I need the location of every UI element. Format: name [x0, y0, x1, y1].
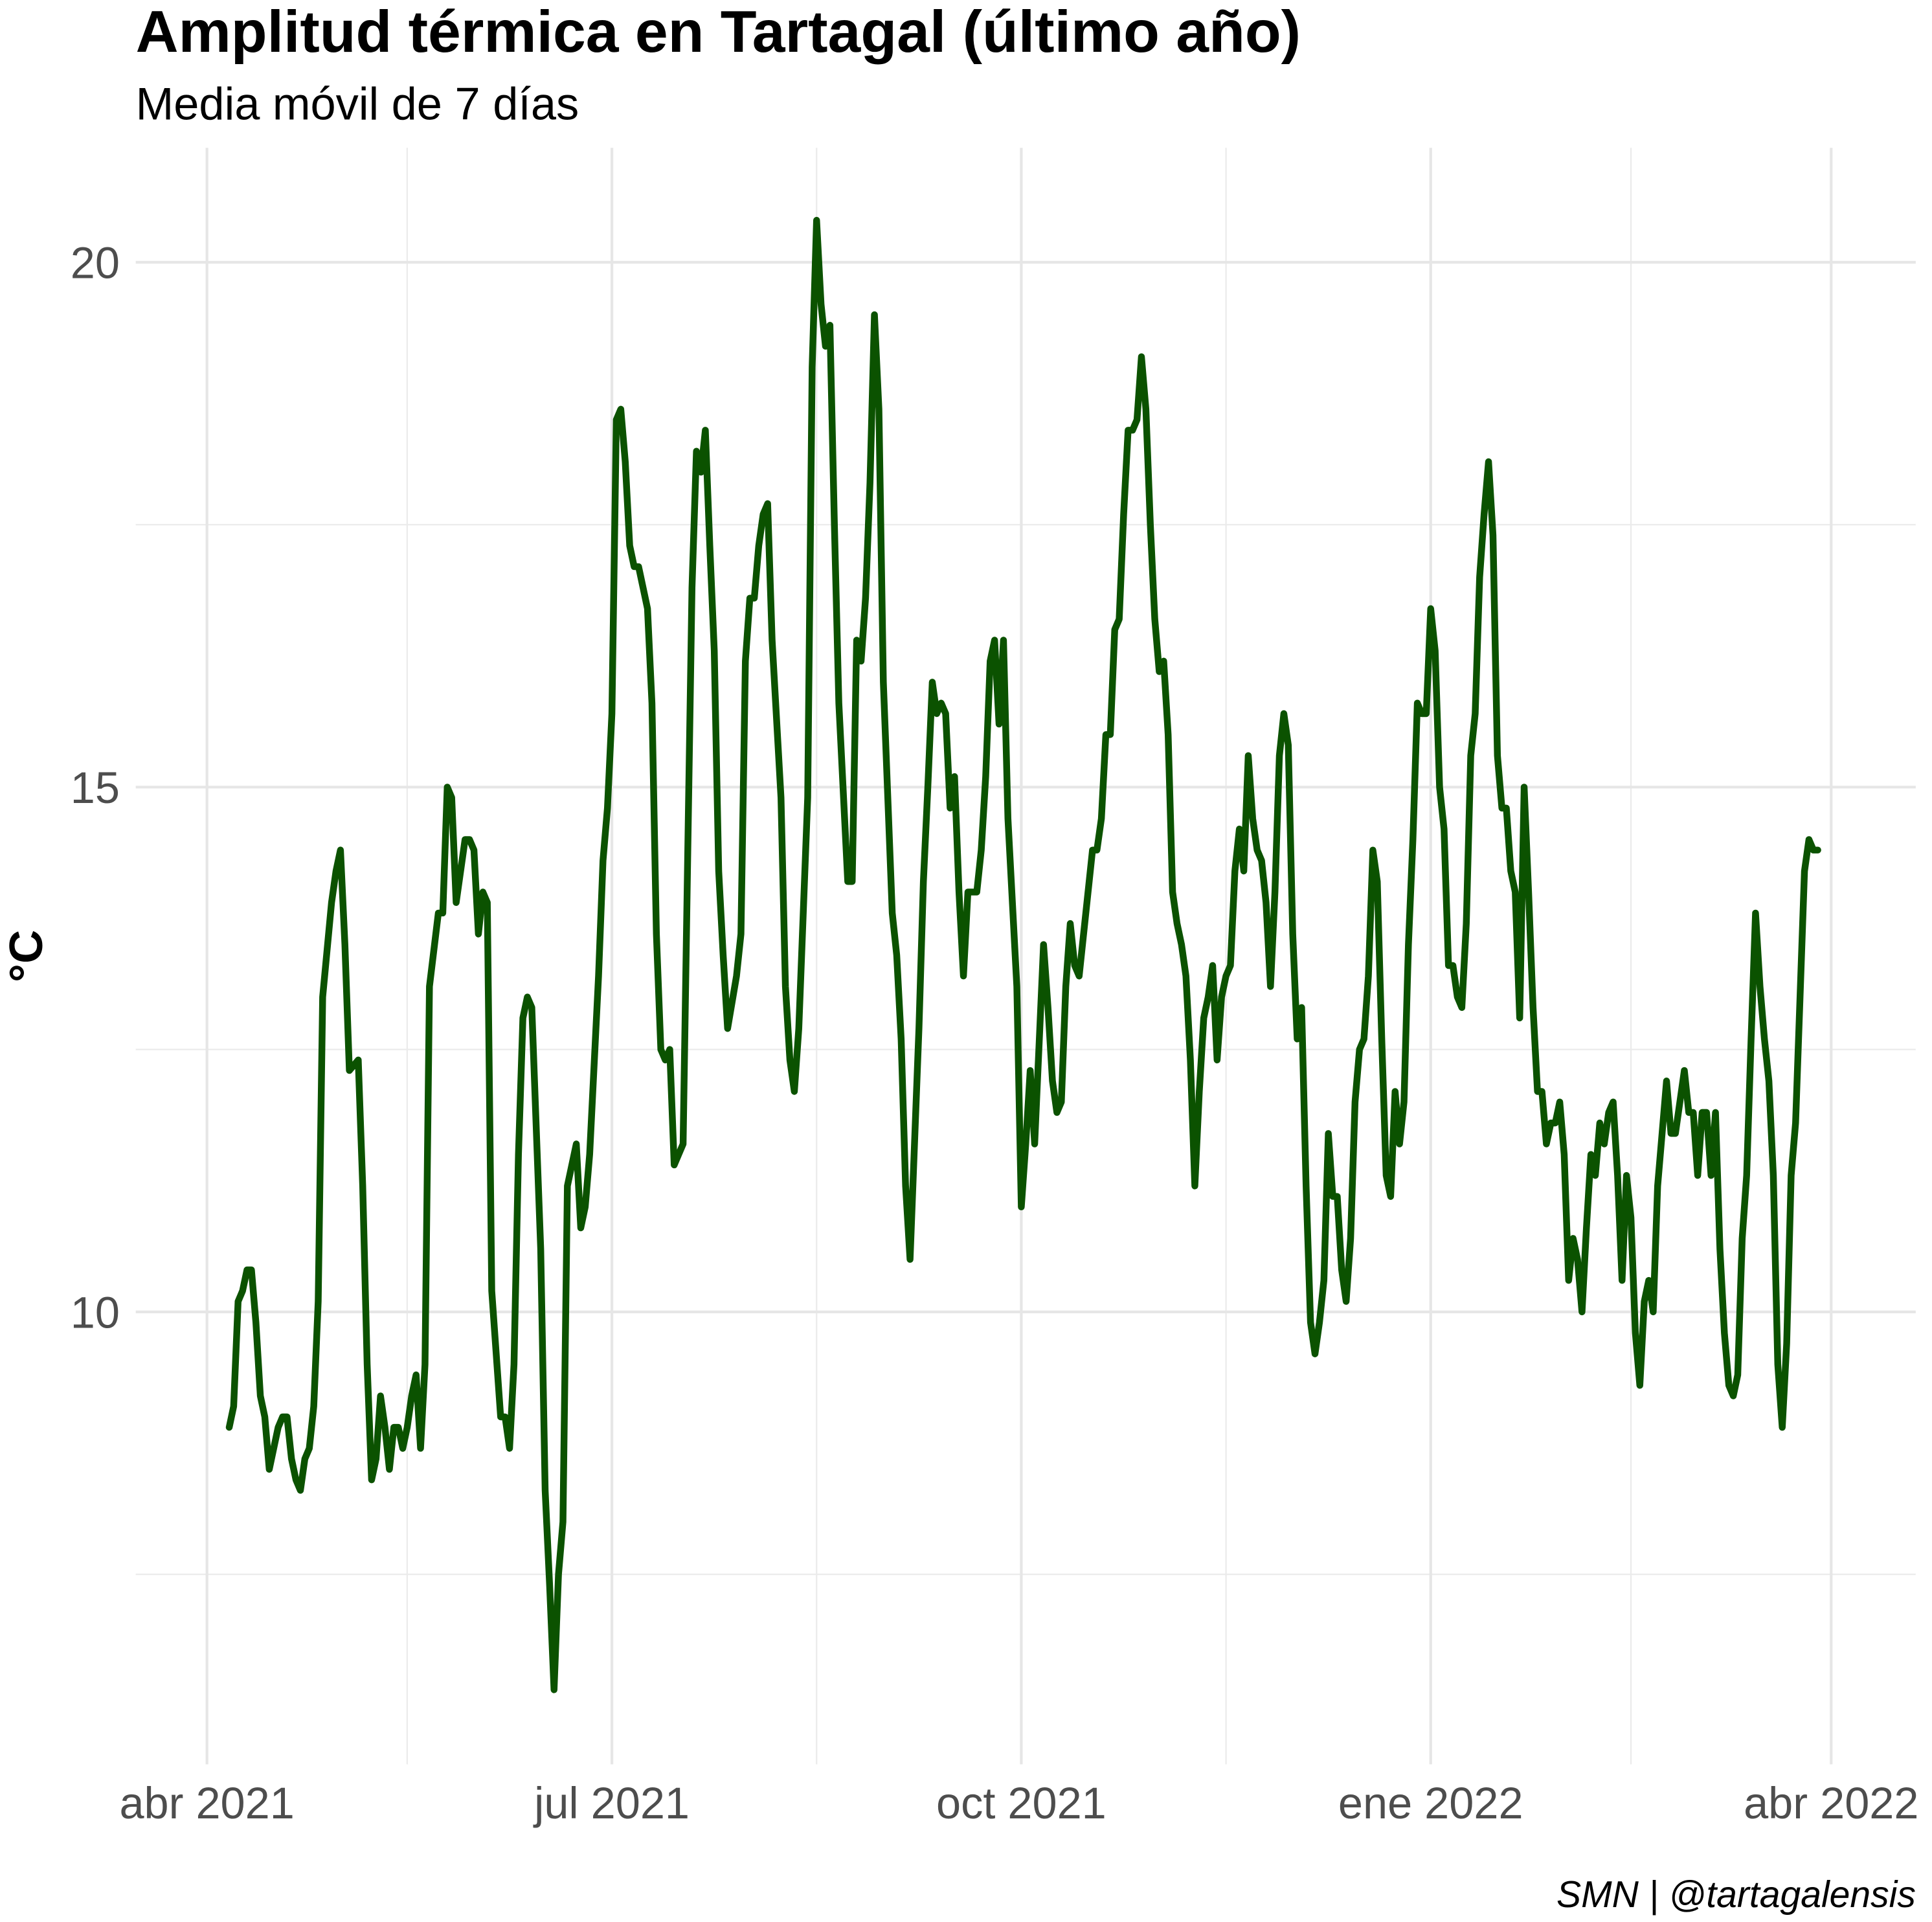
chart-title: Amplitud térmica en Tartagal (último año… [136, 0, 1301, 65]
x-tick-label: jul 2021 [533, 1778, 690, 1828]
y-tick-label: 20 [71, 238, 120, 288]
y-tick-label: 10 [71, 1288, 120, 1338]
plot-area [225, 216, 1821, 1693]
data-line [225, 216, 1821, 1693]
y-tick-label: 15 [71, 763, 120, 813]
x-tick-label: abr 2021 [119, 1778, 294, 1828]
grid [135, 148, 1916, 1765]
x-tick-label: ene 2022 [1338, 1778, 1523, 1828]
caption: SMN | @tartagalensis [1556, 1874, 1916, 1916]
x-tick-label: abr 2022 [1744, 1778, 1918, 1828]
chart-subtitle: Media móvil de 7 días [136, 78, 579, 130]
y-axis-label: °C [1, 930, 52, 982]
x-tick-label: oct 2021 [936, 1778, 1106, 1828]
